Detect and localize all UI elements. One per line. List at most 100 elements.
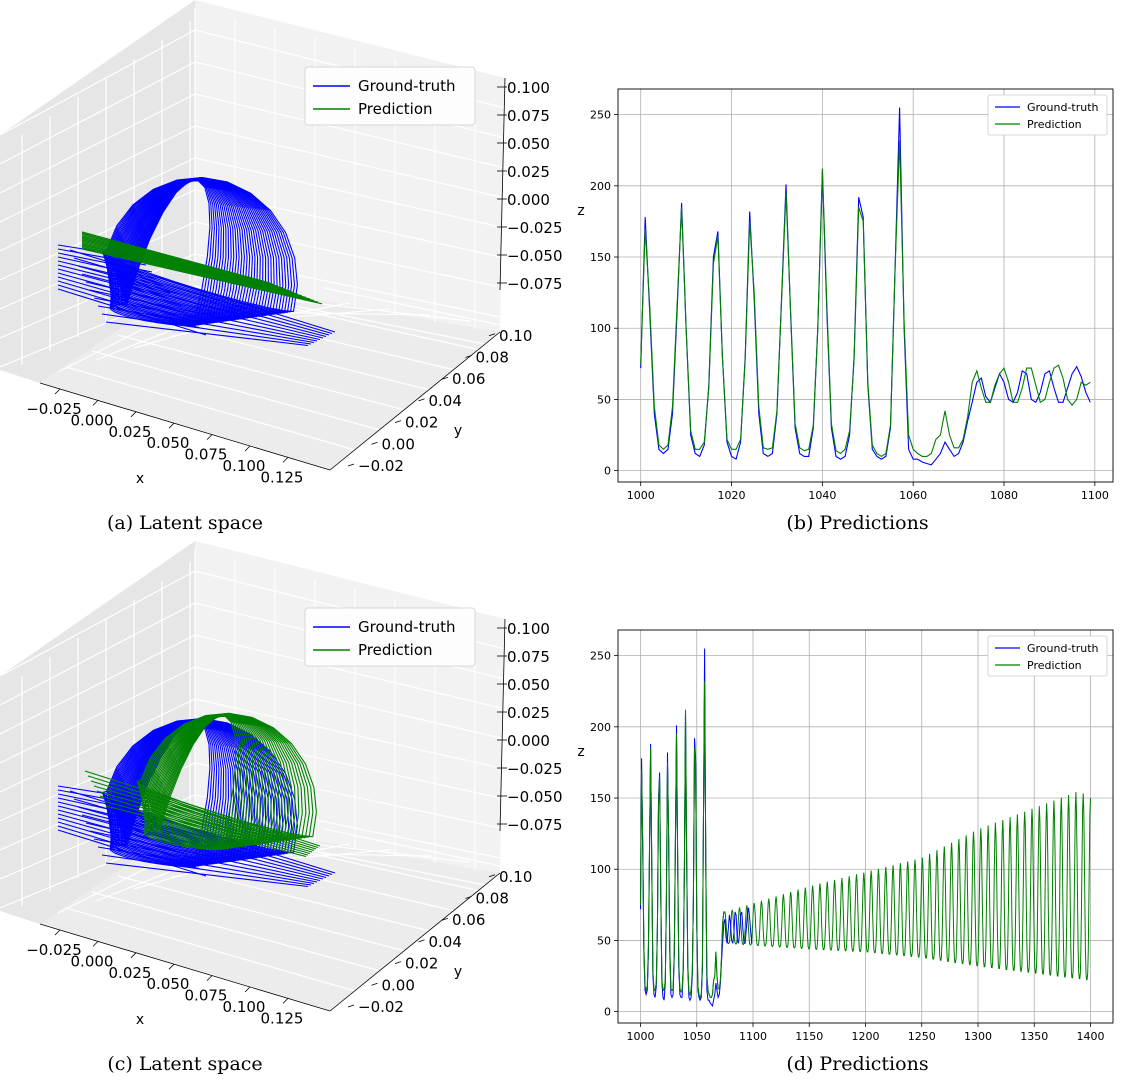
x-tick-mark: [206, 434, 213, 440]
grid-3d-line: [117, 334, 406, 411]
prediction-collapsed-line: [81, 232, 275, 286]
caption-a: (a) Latent space: [106, 512, 264, 534]
y-tick-label: 0.10: [499, 327, 532, 345]
grid-3d-line: [0, 125, 196, 223]
z-tick-label: −0.025: [507, 760, 563, 778]
grid-3d-line: [194, 698, 506, 770]
z-tick-label: 0.075: [507, 648, 550, 666]
ground-truth-spike: [101, 313, 312, 345]
y-tick-label: 0.00: [382, 976, 415, 994]
ground-truth-loop: [110, 179, 232, 323]
x-axis-line: [39, 923, 331, 1012]
y-axis-label: z: [577, 744, 584, 760]
x-tick-label: 1000: [627, 489, 655, 502]
z-tick-label: −0.075: [507, 275, 563, 293]
ground-truth-spike: [57, 264, 171, 294]
grid-3d-line: [194, 157, 506, 229]
prediction-collapsed-line: [81, 240, 299, 295]
y-tick-mark: [347, 1004, 355, 1008]
x-axis-label: x: [136, 1012, 144, 1028]
grid-3d-line: [194, 634, 506, 710]
series-prediction-wireframe: [81, 231, 323, 305]
prediction-loop: [144, 715, 248, 849]
z-tick-label: 0.000: [507, 732, 550, 750]
prediction-spike: [96, 790, 313, 853]
ground-truth-spike: [57, 248, 147, 266]
ground-truth-spike: [57, 821, 195, 863]
ground-truth-spike: [77, 265, 330, 336]
y-tick-label: −0.02: [358, 998, 404, 1016]
grid-lines: [618, 630, 1113, 1023]
series-prediction-line: [640, 140, 1091, 458]
grid-3d-line: [0, 602, 196, 706]
z-tick-label: 0.075: [507, 107, 550, 125]
prediction-loop: [143, 715, 245, 849]
ground-truth-spike: [57, 288, 207, 336]
predictions-panel-b: 1000 1020 1040 1060 1080 1100 0 50 100 150 200 250 z…: [570, 0, 1141, 541]
y-axis-line: [329, 331, 501, 471]
prediction-spike: [102, 800, 309, 856]
ground-truth-spike: [57, 268, 177, 301]
x-tick-mark: [206, 975, 213, 981]
x-tick-label: 0.125: [261, 1009, 304, 1027]
ground-truth-spike: [57, 272, 183, 308]
ground-truth-spike: [57, 817, 189, 856]
series-prediction-wireframe: [84, 712, 321, 858]
ground-truth-loop: [108, 179, 251, 320]
x-tick-mark: [130, 952, 137, 959]
y-tick-label: 0: [604, 1006, 611, 1019]
ground-truth-spike: [57, 829, 207, 877]
legend-box: [987, 94, 1108, 136]
x-tick-label: 0.100: [223, 998, 266, 1016]
grid-3d-line: [0, 634, 196, 735]
y-tick-mark: [465, 896, 472, 899]
legend-label-ground-truth: Ground-truth: [358, 77, 456, 95]
ground-truth-spike: [81, 273, 327, 338]
series-prediction-line: [640, 681, 1091, 999]
prediction-spike: [99, 795, 311, 855]
x-tick-label: 1080: [990, 489, 1018, 502]
y-axis-label: y: [454, 423, 462, 439]
grid-3d-line: [209, 308, 391, 325]
z-tick-label: 0.025: [507, 163, 550, 181]
ground-truth-spike: [57, 284, 201, 329]
prediction-collapsed-line: [81, 239, 295, 294]
y-tick-label: 0.08: [476, 890, 509, 908]
x-tick-label: 1060: [899, 489, 927, 502]
predictions-panel-d: 1000 1050 1100 1150 1200 1250 1300 1350 1400 0 50 1…: [570, 541, 1141, 1082]
x-tick-mark: [282, 457, 289, 463]
prediction-loop: [136, 712, 314, 838]
series-ground-truth-wireframe: [57, 176, 336, 347]
z-tick-label: 0.050: [507, 135, 550, 153]
ground-truth-spike: [57, 813, 183, 849]
x-tick-label: −0.025: [26, 400, 82, 418]
grid-3d-line: [209, 849, 391, 866]
grid-3d-line: [0, 570, 196, 677]
ground-truth-spike: [57, 252, 153, 273]
prediction-collapsed-line: [81, 247, 319, 303]
y-tick-label: 50: [597, 393, 611, 406]
x-tick-mark: [92, 400, 99, 406]
x-tick-label: 1020: [718, 489, 746, 502]
grid-3d-line: [323, 828, 511, 869]
plot-frame: [617, 88, 1114, 483]
ground-truth-spike: [57, 797, 159, 821]
y-tick-mark: [394, 961, 402, 964]
ground-truth-spike: [57, 825, 201, 870]
prediction-collapsed-line: [81, 231, 271, 284]
x-tick-mark: [54, 929, 61, 936]
y-tick-label: 150: [590, 251, 611, 264]
grid-3d-line: [0, 285, 196, 368]
ground-truth-spike: [69, 249, 336, 333]
y-tick-mark: [441, 917, 449, 921]
ground-truth-spike: [105, 321, 309, 347]
z-tick-label: −0.075: [507, 816, 563, 834]
legend-box: [304, 607, 476, 667]
series-group: [640, 648, 1091, 1008]
y-tick-mark: [394, 420, 402, 423]
legend-box: [987, 635, 1108, 677]
ground-truth-spike: [57, 805, 171, 835]
grid-3d-line: [0, 698, 196, 793]
ground-truth-spike: [57, 260, 165, 287]
ground-truth-spike: [93, 297, 318, 342]
